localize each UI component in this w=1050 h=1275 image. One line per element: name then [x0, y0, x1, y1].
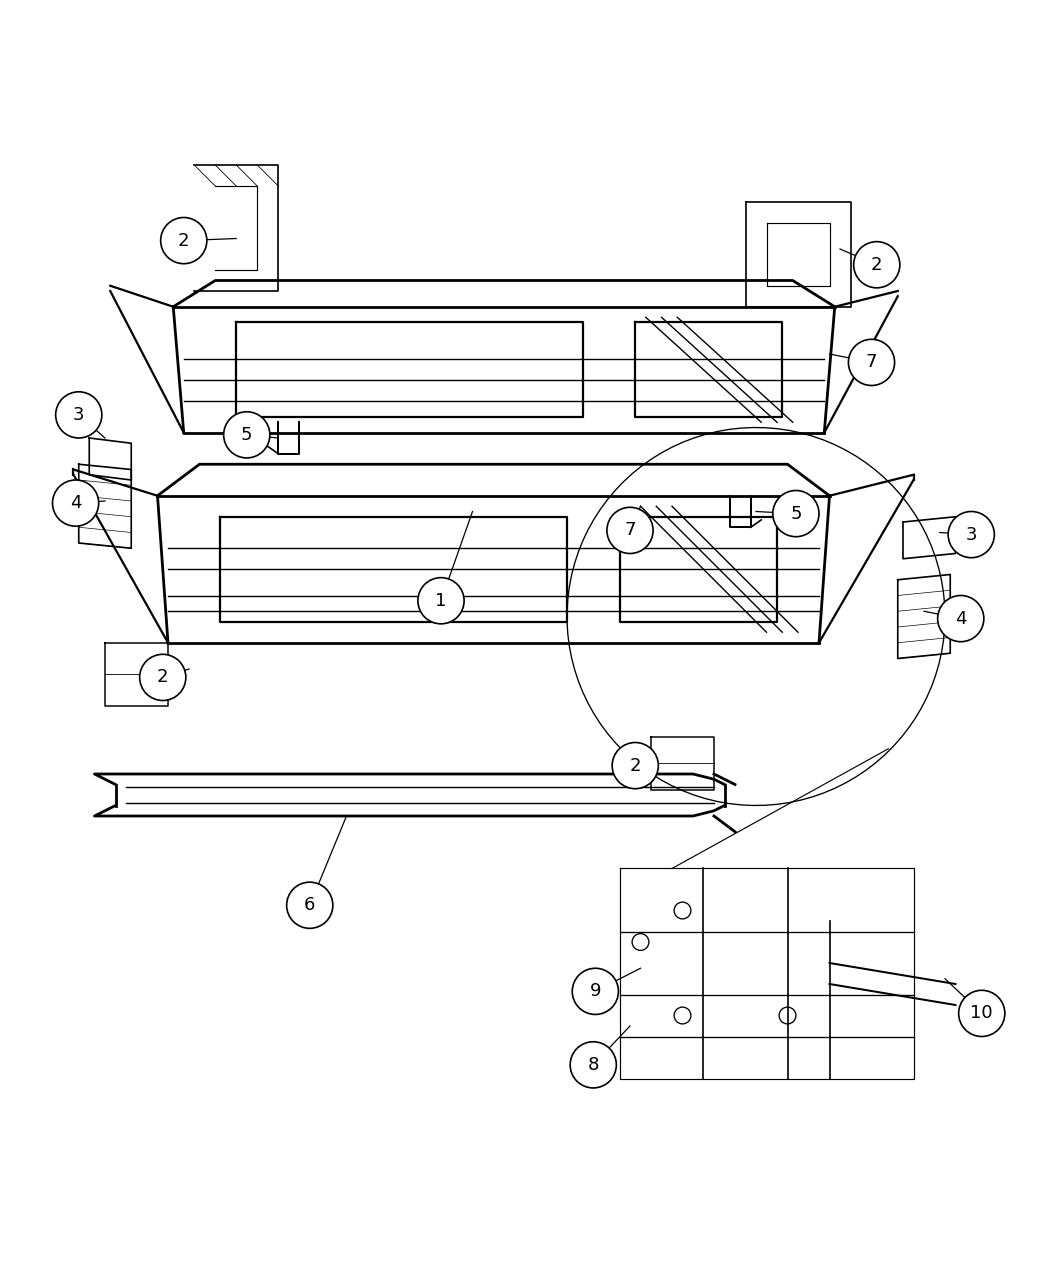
Text: 3: 3: [74, 405, 84, 423]
Circle shape: [959, 991, 1005, 1037]
Text: 1: 1: [436, 592, 446, 609]
Circle shape: [854, 242, 900, 288]
Circle shape: [948, 511, 994, 557]
Text: 2: 2: [872, 256, 882, 274]
Text: 2: 2: [178, 232, 189, 250]
Circle shape: [773, 491, 819, 537]
Circle shape: [224, 412, 270, 458]
Circle shape: [52, 479, 99, 527]
Text: 3: 3: [966, 525, 976, 543]
Circle shape: [848, 339, 895, 385]
Text: 7: 7: [625, 521, 635, 539]
Text: 4: 4: [70, 495, 81, 513]
Circle shape: [161, 218, 207, 264]
Circle shape: [607, 507, 653, 553]
Text: 6: 6: [304, 896, 315, 914]
Text: 5: 5: [791, 505, 801, 523]
Circle shape: [140, 654, 186, 700]
Circle shape: [418, 578, 464, 623]
Text: 9: 9: [590, 982, 601, 1001]
Circle shape: [570, 1042, 616, 1088]
Text: 7: 7: [866, 353, 877, 371]
Circle shape: [287, 882, 333, 928]
Text: 8: 8: [588, 1056, 598, 1074]
Text: 2: 2: [158, 668, 168, 686]
Text: 2: 2: [630, 756, 640, 775]
Circle shape: [572, 968, 618, 1015]
Circle shape: [612, 742, 658, 789]
Circle shape: [56, 391, 102, 439]
Circle shape: [938, 595, 984, 641]
Text: 10: 10: [970, 1005, 993, 1023]
Text: 5: 5: [242, 426, 252, 444]
Text: 4: 4: [956, 609, 966, 627]
